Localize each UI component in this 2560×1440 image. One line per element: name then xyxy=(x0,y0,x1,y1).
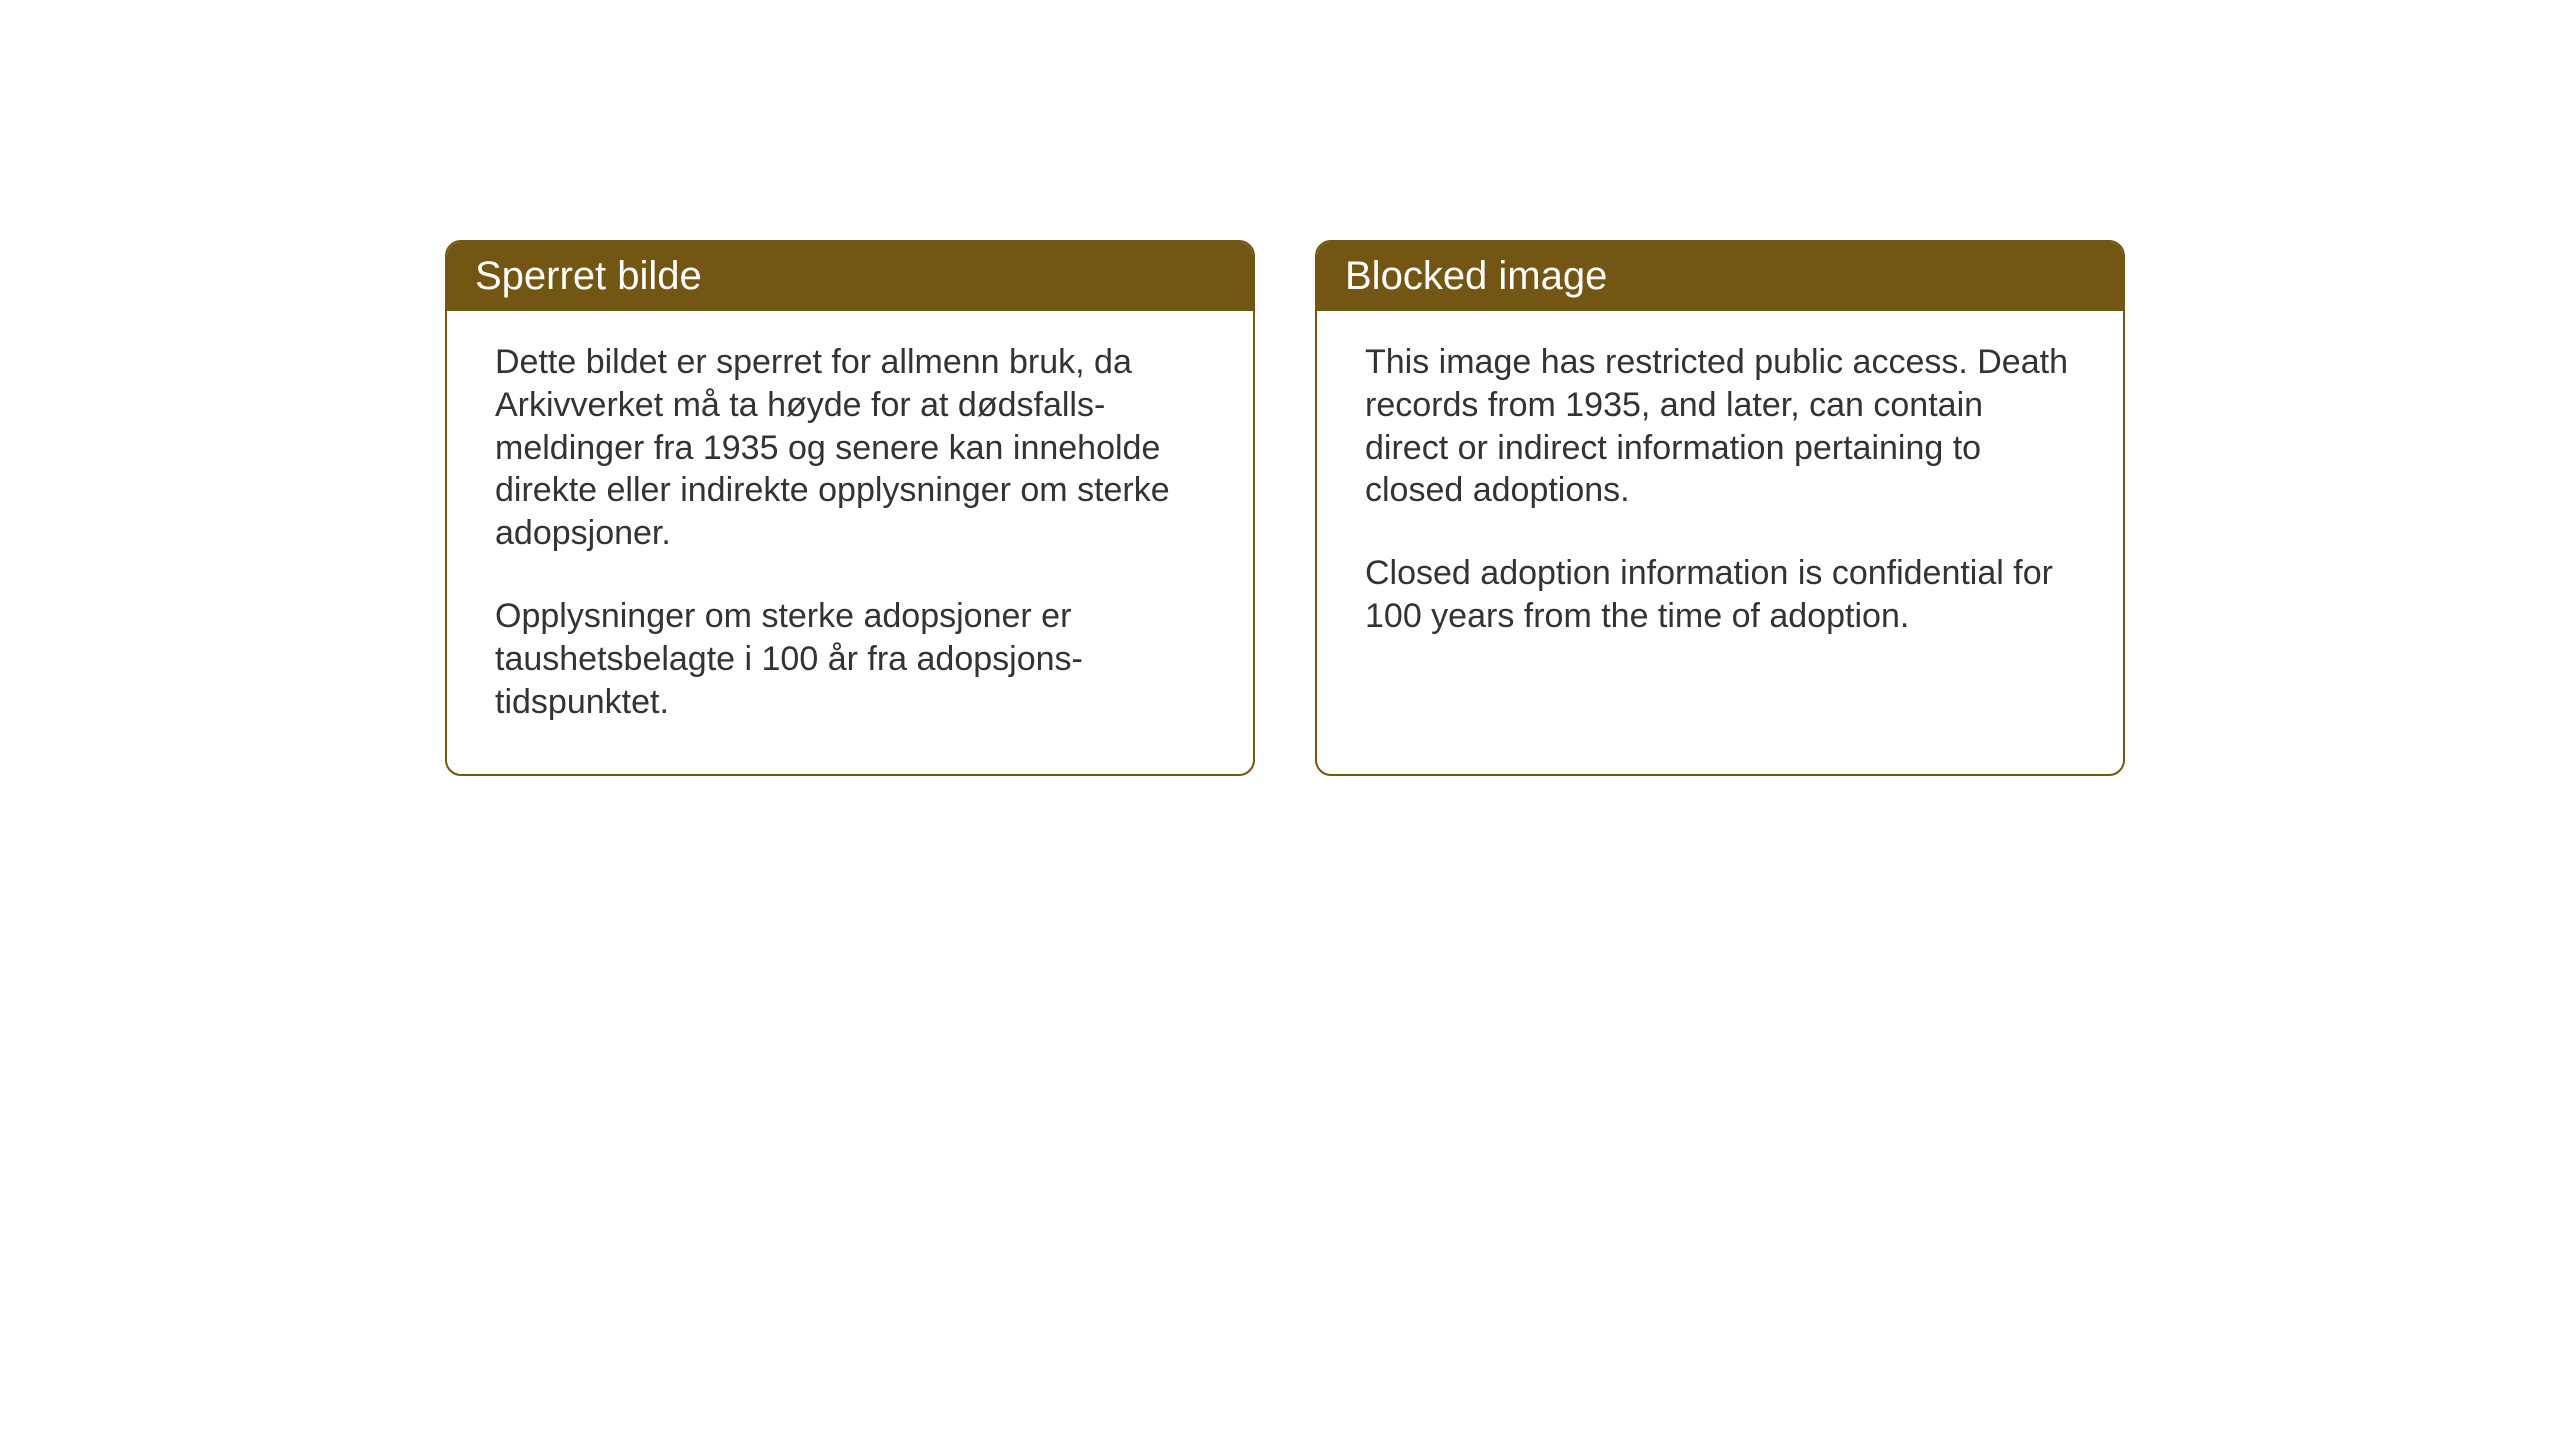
norwegian-card-title: Sperret bilde xyxy=(475,254,702,298)
english-paragraph-1: This image has restricted public access.… xyxy=(1365,341,2075,512)
english-card-title: Blocked image xyxy=(1345,254,1607,298)
english-paragraph-2: Closed adoption information is confident… xyxy=(1365,552,2075,638)
norwegian-paragraph-2: Opplysninger om sterke adopsjoner er tau… xyxy=(495,595,1205,723)
english-card-body: This image has restricted public access.… xyxy=(1317,311,2123,688)
english-card: Blocked image This image has restricted … xyxy=(1315,240,2125,776)
norwegian-paragraph-1: Dette bildet er sperret for allmenn bruk… xyxy=(495,341,1205,555)
norwegian-card: Sperret bilde Dette bildet er sperret fo… xyxy=(445,240,1255,776)
english-card-header: Blocked image xyxy=(1317,242,2123,311)
message-container: Sperret bilde Dette bildet er sperret fo… xyxy=(445,240,2125,776)
norwegian-card-header: Sperret bilde xyxy=(447,242,1253,311)
norwegian-card-body: Dette bildet er sperret for allmenn bruk… xyxy=(447,311,1253,774)
